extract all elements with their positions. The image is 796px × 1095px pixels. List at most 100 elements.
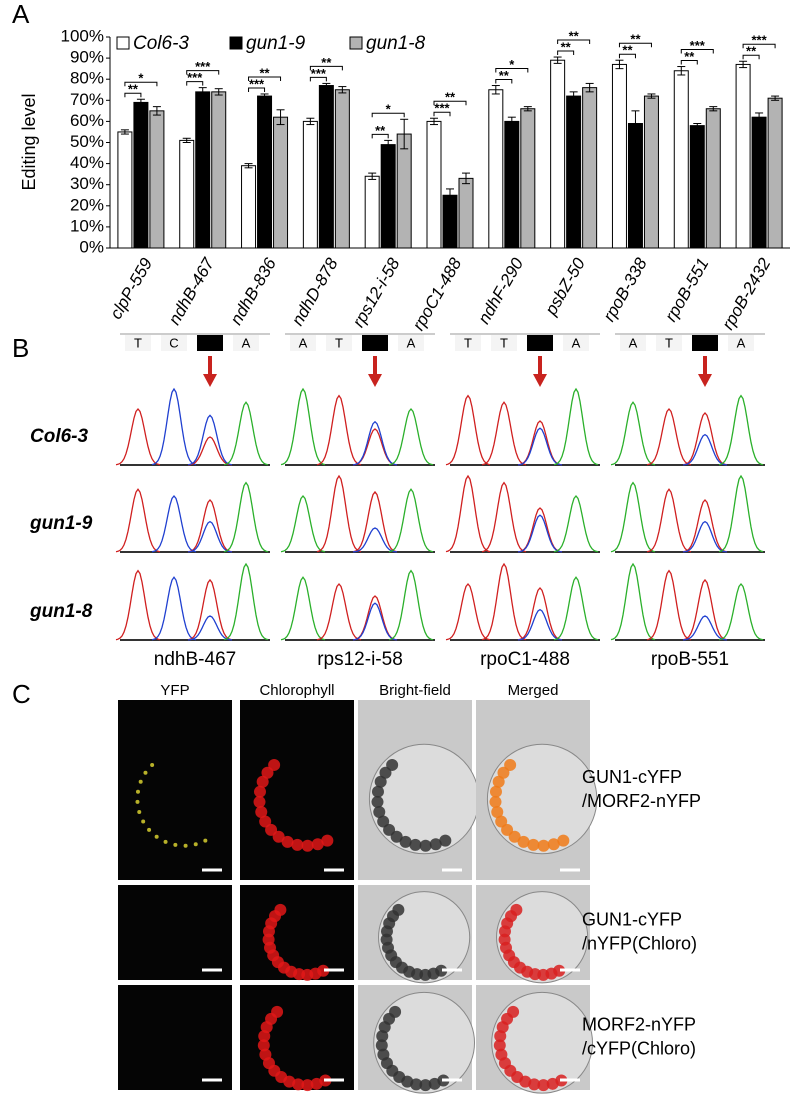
trace-peak bbox=[481, 401, 527, 466]
y-tick-label: 10% bbox=[70, 216, 104, 235]
base-letter: A bbox=[737, 335, 746, 350]
significance-bracket bbox=[124, 92, 142, 98]
base-letter: T bbox=[335, 335, 343, 350]
error-bar bbox=[462, 172, 470, 185]
bar bbox=[751, 116, 767, 249]
chloroplast bbox=[291, 838, 304, 851]
site-label: rps12-i-58 bbox=[317, 649, 403, 670]
significance-bracket bbox=[680, 60, 698, 65]
error-bar bbox=[306, 117, 315, 126]
trace-peak bbox=[316, 394, 362, 466]
chloroplast bbox=[510, 903, 523, 916]
cell-outline bbox=[373, 991, 476, 1094]
base-letter: C bbox=[370, 335, 379, 350]
legend-swatch bbox=[229, 36, 243, 50]
significance-label: *** bbox=[434, 101, 450, 116]
trace-peak bbox=[187, 615, 233, 641]
significance-bracket bbox=[742, 54, 760, 60]
bar bbox=[458, 177, 474, 249]
chloroplast bbox=[389, 1005, 402, 1018]
chloroplast bbox=[371, 795, 384, 808]
y-tick-label: 90% bbox=[70, 48, 104, 67]
legend-swatch bbox=[116, 36, 130, 50]
error-bar bbox=[615, 59, 624, 70]
base-box bbox=[455, 335, 481, 351]
chloroplast bbox=[392, 903, 405, 916]
chloroplast bbox=[311, 838, 324, 851]
trace-peak bbox=[187, 499, 233, 553]
bar bbox=[705, 108, 721, 249]
chloroplast bbox=[508, 830, 521, 843]
chloroplast bbox=[419, 1079, 432, 1092]
site-label: ndhB-467 bbox=[154, 649, 236, 670]
chloroplast bbox=[377, 815, 390, 828]
trace-peak bbox=[682, 520, 728, 553]
chloroplast bbox=[379, 766, 392, 779]
significance-bracket bbox=[680, 49, 714, 54]
significance-label: *** bbox=[187, 70, 203, 85]
base-letter: C bbox=[169, 335, 178, 350]
significance-bracket bbox=[618, 53, 636, 59]
chloroplast bbox=[376, 1030, 389, 1043]
chloroplast bbox=[409, 838, 422, 851]
significance-bracket bbox=[248, 87, 266, 92]
trace-peak bbox=[682, 578, 728, 641]
trace-peak bbox=[280, 576, 326, 641]
chloroplast bbox=[494, 1030, 507, 1043]
trace-peak bbox=[553, 494, 599, 553]
y-tick-label: 60% bbox=[70, 111, 104, 130]
chloroplast bbox=[557, 834, 570, 847]
bar bbox=[442, 194, 458, 249]
chloroplast bbox=[259, 815, 272, 828]
chloroplast bbox=[390, 830, 403, 843]
significance-label: * bbox=[138, 71, 144, 86]
chloroplast bbox=[255, 806, 268, 819]
chloroplast bbox=[259, 1048, 272, 1061]
error-bar bbox=[693, 123, 702, 129]
chloroplast bbox=[537, 1079, 550, 1092]
significance-label: ** bbox=[259, 65, 270, 80]
significance-label: ** bbox=[746, 44, 757, 59]
significance-bracket bbox=[495, 68, 529, 73]
chloroplast bbox=[489, 785, 502, 798]
chloroplast bbox=[371, 785, 384, 798]
trace-peak bbox=[187, 578, 233, 641]
trace-peak bbox=[718, 474, 764, 553]
construct-label: /MORF2-nYFP bbox=[582, 791, 701, 811]
trace-peak bbox=[718, 394, 764, 466]
trace-peak bbox=[187, 520, 233, 553]
chloroplast bbox=[428, 1077, 441, 1090]
x-tick-label: clpP-559 bbox=[106, 254, 156, 322]
base-letter: T bbox=[536, 335, 544, 350]
chloroplast bbox=[258, 1030, 271, 1043]
error-bar bbox=[260, 93, 269, 99]
significance-label: *** bbox=[195, 59, 211, 74]
bar bbox=[211, 91, 227, 249]
error-bar bbox=[677, 66, 686, 76]
base-letter: A bbox=[242, 335, 251, 350]
micrograph bbox=[240, 885, 354, 980]
base-letter: T bbox=[464, 335, 472, 350]
significance-bracket bbox=[371, 112, 405, 118]
trace-peak bbox=[316, 582, 362, 641]
trace-peak bbox=[115, 488, 161, 553]
trace-peak bbox=[445, 394, 491, 466]
bar bbox=[735, 63, 751, 249]
base-box bbox=[620, 335, 646, 351]
construct-label: GUN1-cYFP bbox=[582, 909, 682, 929]
bar bbox=[241, 165, 257, 249]
trace-peak bbox=[280, 494, 326, 553]
significance-label: ** bbox=[128, 82, 139, 97]
significance-bracket bbox=[742, 43, 776, 49]
trace-peak bbox=[151, 494, 197, 553]
bar bbox=[611, 63, 627, 249]
significance-label: ** bbox=[321, 55, 332, 70]
chloroplast bbox=[492, 775, 505, 788]
significance-label: *** bbox=[311, 66, 327, 81]
error-bar bbox=[491, 85, 500, 95]
chloroplast bbox=[272, 830, 285, 843]
trace-peak bbox=[517, 608, 563, 641]
chloroplast bbox=[504, 758, 517, 771]
bar bbox=[179, 139, 195, 249]
error-bar bbox=[152, 106, 161, 116]
